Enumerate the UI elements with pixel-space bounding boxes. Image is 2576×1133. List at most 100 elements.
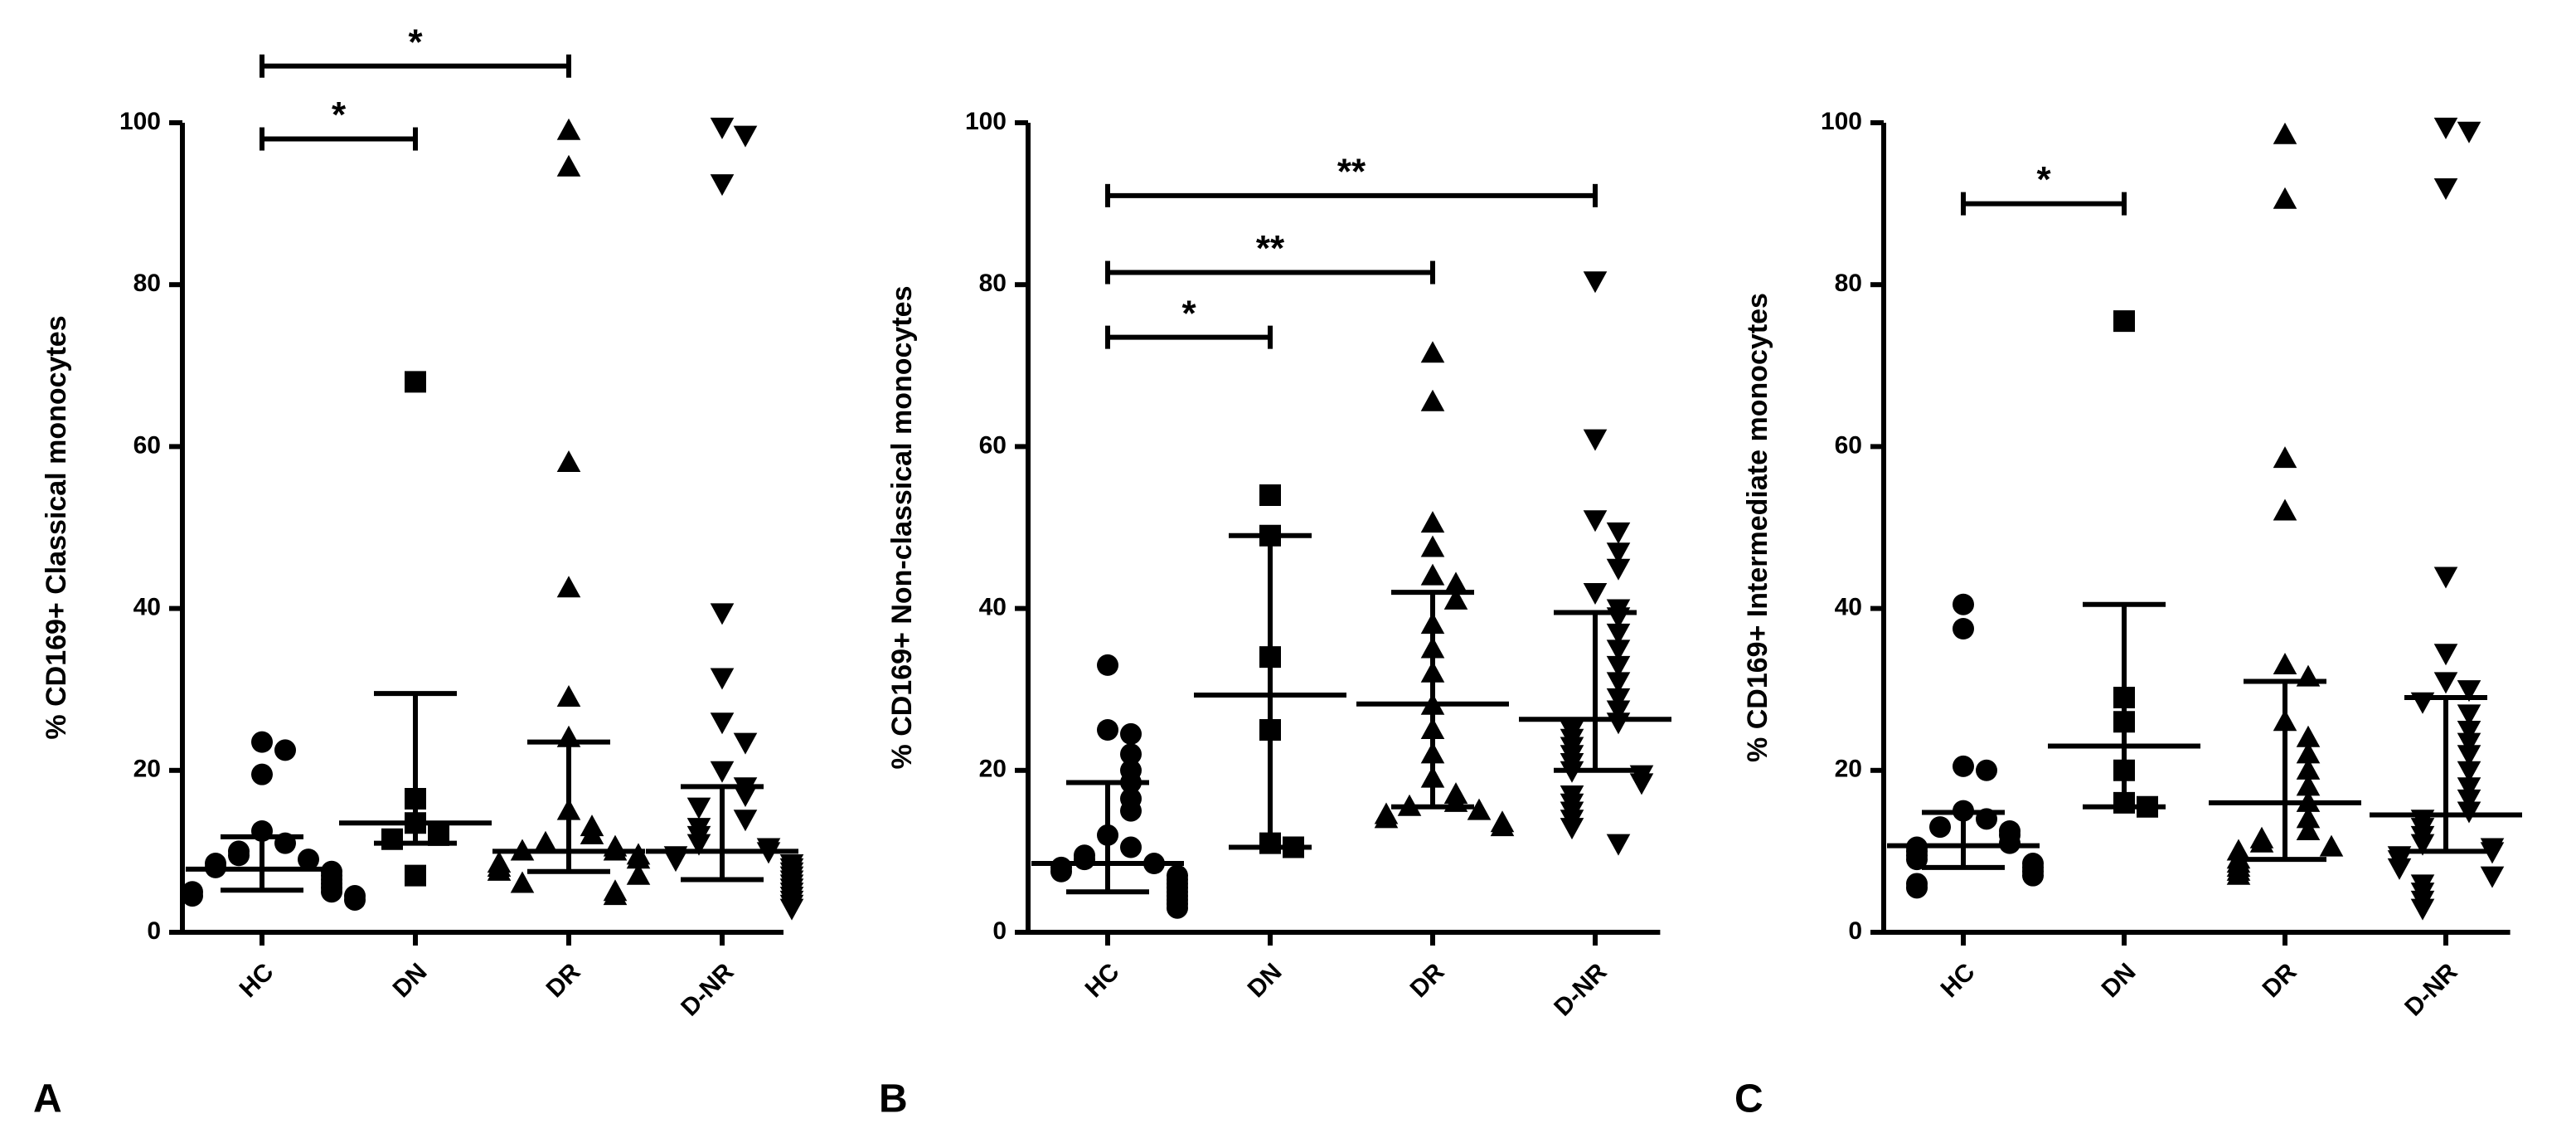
- data-point: [510, 871, 535, 893]
- y-tick-label: 100: [119, 108, 161, 135]
- data-point: [1097, 719, 1118, 741]
- data-point: [1606, 639, 1631, 662]
- significance-label: *: [332, 95, 347, 135]
- data-point: [663, 850, 688, 873]
- data-point: [533, 830, 558, 853]
- data-point: [1929, 816, 1951, 839]
- data-point: [1097, 654, 1118, 676]
- data-point: [556, 118, 581, 140]
- data-point: [428, 824, 449, 846]
- data-point: [1490, 814, 1515, 837]
- data-point: [779, 898, 804, 921]
- data-point: [1606, 672, 1631, 694]
- x-tick-label: DR: [2258, 958, 2302, 1003]
- data-point: [2273, 498, 2297, 521]
- data-point: [1467, 798, 1492, 820]
- data-point: [1953, 618, 1974, 639]
- data-point: [710, 603, 735, 625]
- data-point: [580, 822, 604, 844]
- data-point: [686, 834, 711, 856]
- x-tick-label: DR: [541, 958, 586, 1003]
- y-tick-label: 60: [1835, 431, 1862, 459]
- data-point: [1259, 484, 1281, 506]
- y-tick-label: 100: [1821, 108, 1862, 135]
- data-point: [2433, 117, 2458, 139]
- x-tick-label: DR: [1405, 958, 1450, 1003]
- data-point: [603, 883, 628, 906]
- data-point: [2457, 121, 2481, 143]
- data-point: [1606, 655, 1631, 678]
- data-point: [626, 847, 651, 869]
- data-point: [405, 371, 426, 393]
- data-point: [2319, 834, 2344, 857]
- y-tick-label: 20: [133, 756, 161, 783]
- data-point: [2433, 566, 2458, 589]
- data-point: [710, 117, 735, 139]
- data-point: [2296, 725, 2321, 747]
- data-point: [1606, 712, 1631, 735]
- x-tick-label: HC: [235, 958, 279, 1003]
- data-point: [1906, 877, 1928, 899]
- y-tick-label: 80: [979, 270, 1007, 297]
- data-point: [487, 858, 512, 881]
- data-point: [1120, 800, 1142, 822]
- x-tick-label: HC: [1936, 958, 1981, 1003]
- data-point: [1167, 897, 1188, 919]
- data-point: [2296, 819, 2321, 841]
- x-tick-label: D-NR: [676, 958, 740, 1022]
- data-point: [405, 864, 426, 887]
- data-point: [2457, 777, 2481, 800]
- y-tick-label: 40: [979, 594, 1007, 621]
- y-tick-label: 40: [1835, 594, 1862, 621]
- data-point: [2433, 672, 2458, 694]
- panel-label: B: [879, 1077, 908, 1121]
- data-point: [321, 881, 342, 903]
- y-tick-label: 80: [133, 270, 161, 297]
- data-point: [1120, 722, 1142, 745]
- data-point: [1050, 860, 1072, 883]
- data-point: [2433, 178, 2458, 201]
- panel-label: A: [33, 1077, 62, 1121]
- data-point: [710, 761, 735, 783]
- data-point: [2457, 720, 2481, 742]
- data-point: [274, 739, 296, 761]
- y-tick-label: 60: [133, 431, 161, 459]
- data-point: [2249, 830, 2274, 853]
- data-point: [2457, 732, 2481, 755]
- y-tick-label: 100: [965, 108, 1007, 135]
- y-tick-label: 0: [992, 917, 1007, 945]
- data-point: [1606, 700, 1631, 722]
- data-point: [1420, 563, 1445, 586]
- y-tick-label: 40: [133, 594, 161, 621]
- data-point: [2457, 761, 2481, 783]
- x-tick-label: DN: [388, 958, 433, 1003]
- data-point: [1606, 834, 1631, 856]
- data-point: [626, 863, 651, 885]
- data-point: [2273, 446, 2297, 469]
- y-axis-label: % CD169+ Intermediate monocytes: [1742, 293, 1773, 762]
- data-point: [2273, 122, 2297, 144]
- x-tick-label: DN: [1243, 958, 1288, 1003]
- data-point: [2457, 789, 2481, 811]
- data-point: [2022, 864, 2044, 887]
- y-tick-label: 60: [979, 431, 1007, 459]
- data-point: [1606, 542, 1631, 565]
- data-point: [1374, 806, 1399, 829]
- x-tick-label: D-NR: [2399, 958, 2463, 1022]
- data-point: [2457, 745, 2481, 767]
- data-point: [686, 797, 711, 819]
- data-point: [1120, 836, 1142, 858]
- panel-label: C: [1734, 1077, 1763, 1121]
- data-point: [1606, 558, 1631, 581]
- data-point: [1074, 849, 1095, 871]
- data-point: [2480, 866, 2505, 888]
- data-point: [2226, 863, 2251, 885]
- data-point: [1629, 773, 1654, 795]
- data-point: [733, 732, 758, 755]
- data-point: [2273, 187, 2297, 209]
- y-tick-label: 20: [1835, 756, 1862, 783]
- data-point: [1583, 583, 1608, 605]
- data-point: [1606, 623, 1631, 645]
- x-tick-label: D-NR: [1549, 958, 1613, 1022]
